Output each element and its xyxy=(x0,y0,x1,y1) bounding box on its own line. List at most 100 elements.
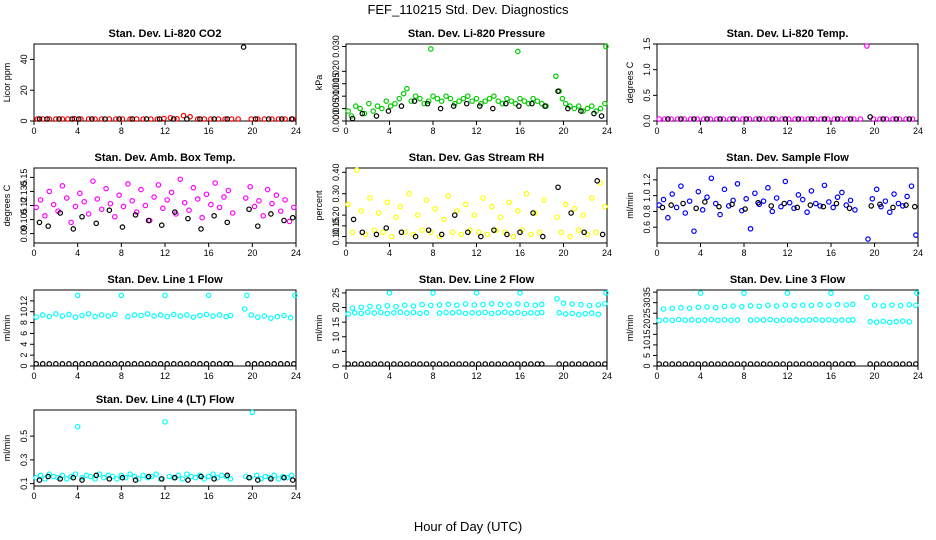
data-point xyxy=(445,301,452,308)
data-point xyxy=(515,361,521,367)
y-tick-label: 20 xyxy=(642,319,652,329)
data-point xyxy=(197,116,203,122)
data-point xyxy=(78,116,84,122)
data-point xyxy=(282,197,288,203)
data-point xyxy=(781,200,788,207)
data-point xyxy=(843,202,850,208)
data-point xyxy=(120,203,127,210)
data-point xyxy=(686,305,693,311)
data-point xyxy=(156,116,163,122)
data-point xyxy=(497,301,504,308)
data-point xyxy=(170,361,177,367)
data-point xyxy=(116,192,122,198)
data-point xyxy=(279,116,285,122)
data-point xyxy=(580,212,586,218)
data-point xyxy=(501,361,508,367)
data-point xyxy=(812,316,819,323)
data-point xyxy=(106,207,113,213)
data-point xyxy=(893,116,900,122)
data-point xyxy=(122,474,129,481)
data-point xyxy=(834,116,841,122)
y-tick-label: 0.10 xyxy=(331,228,341,246)
y-tick-label: 0 xyxy=(19,363,29,368)
data-point xyxy=(460,95,467,102)
data-point xyxy=(430,361,436,367)
data-point xyxy=(799,317,806,324)
x-tick-label: 8 xyxy=(741,371,746,381)
data-point xyxy=(903,116,909,122)
data-point xyxy=(560,300,567,306)
data-point xyxy=(33,204,39,211)
data-point xyxy=(704,194,710,201)
data-point xyxy=(194,116,201,122)
data-point xyxy=(254,314,261,320)
data-point xyxy=(538,301,545,308)
y-tick-label: 15 xyxy=(642,329,652,339)
data-point xyxy=(406,190,412,197)
data-point xyxy=(599,231,606,238)
data-point xyxy=(541,197,547,203)
data-point xyxy=(704,304,710,310)
data-point xyxy=(794,204,801,211)
data-point xyxy=(396,95,403,102)
data-point xyxy=(886,361,893,367)
data-point xyxy=(203,361,210,367)
data-point xyxy=(521,98,528,104)
data-point xyxy=(50,201,57,208)
data-point xyxy=(665,116,671,122)
data-point xyxy=(401,229,408,236)
data-point xyxy=(581,229,587,236)
x-tick-label: 12 xyxy=(471,248,481,258)
data-point xyxy=(880,318,887,325)
data-point xyxy=(210,313,216,319)
data-point xyxy=(510,233,517,240)
data-point xyxy=(702,199,708,205)
x-tick-label: 0 xyxy=(343,248,348,258)
data-point xyxy=(712,304,719,311)
data-point xyxy=(669,361,676,367)
data-point xyxy=(404,85,410,92)
x-tick-label: 16 xyxy=(204,491,214,501)
x-tick-label: 4 xyxy=(698,248,703,258)
data-point xyxy=(224,472,231,479)
data-point xyxy=(269,116,275,122)
data-point xyxy=(695,317,702,324)
data-point xyxy=(275,116,282,122)
data-point xyxy=(708,361,715,367)
data-point xyxy=(602,361,608,367)
data-point xyxy=(170,311,177,318)
data-point xyxy=(556,361,562,367)
data-point xyxy=(186,207,192,213)
y-tick-label: 0.1 xyxy=(19,477,29,490)
data-point xyxy=(793,316,800,323)
data-point xyxy=(282,116,288,122)
data-point xyxy=(286,218,293,225)
y-tick-label: 0.8 xyxy=(642,205,652,218)
data-point xyxy=(804,209,810,216)
data-point xyxy=(127,471,133,477)
data-point xyxy=(873,186,880,193)
data-point xyxy=(118,361,125,367)
data-point xyxy=(98,361,105,367)
data-point xyxy=(383,98,390,104)
data-point xyxy=(358,361,365,367)
data-point xyxy=(216,204,223,211)
data-point xyxy=(443,309,449,316)
data-point xyxy=(79,213,85,220)
data-point xyxy=(891,191,897,197)
data-point xyxy=(33,361,39,367)
data-point xyxy=(458,231,465,238)
data-point xyxy=(899,318,906,324)
data-point xyxy=(493,227,499,233)
data-point xyxy=(504,95,510,102)
data-point xyxy=(488,203,495,210)
data-point xyxy=(741,361,747,367)
data-point xyxy=(197,361,203,367)
data-point xyxy=(105,313,112,319)
y-tick-label: 0.09 xyxy=(19,225,29,243)
data-point xyxy=(760,198,767,204)
data-point xyxy=(421,100,428,107)
data-point xyxy=(251,203,258,210)
data-point xyxy=(820,203,827,210)
data-point xyxy=(94,196,101,202)
